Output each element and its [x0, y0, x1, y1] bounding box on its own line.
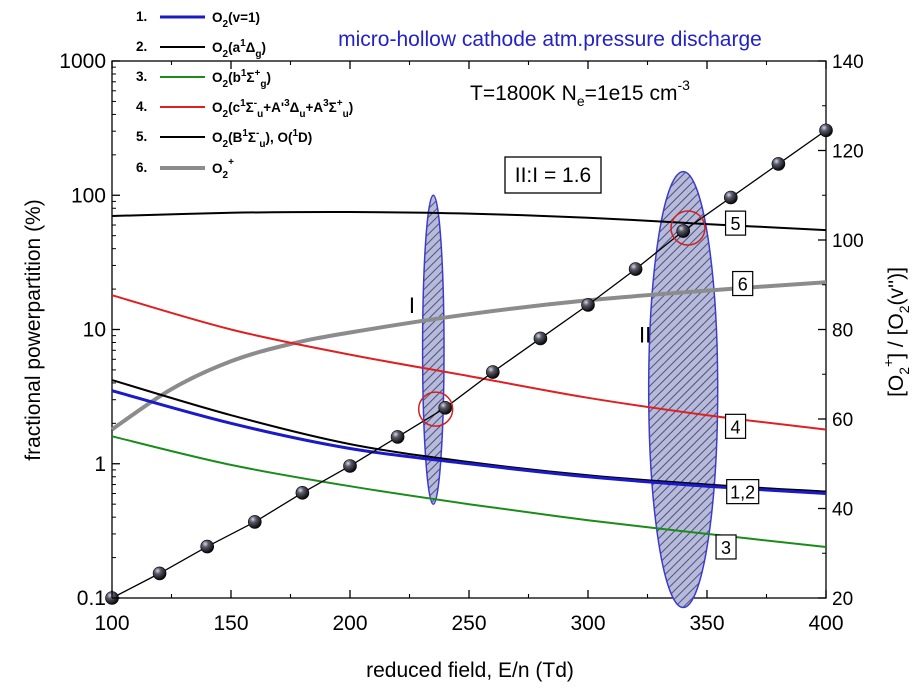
x-axis-title: reduced field, E/n (Td): [366, 659, 574, 682]
curve-label-lbl12: 1,2: [726, 479, 760, 505]
legend-num-3: 3.: [136, 69, 147, 84]
ratio-point-6: [390, 430, 405, 444]
y-left-axis-title: fractional powerpartition (%): [22, 199, 45, 460]
curve-label-box-lbl3: [715, 534, 737, 560]
ratio-box: [504, 156, 602, 194]
legend-item-5: 5. O2(B1Σ-u), O(1D): [136, 128, 312, 150]
curve-label-box-lbl5: [724, 210, 747, 236]
curve-label-text-lbl5: 5: [731, 214, 741, 234]
conditions-sub: e: [577, 93, 585, 109]
ratio-point-15: [819, 123, 833, 138]
legend-item-4: 4. O2(c1Σ-u+A'3Δu+A3Σ+u): [136, 98, 353, 120]
ratio-point-7: [438, 401, 453, 415]
chart-title: micro-hollow cathode atm.pressure discha…: [338, 28, 762, 51]
ratio-line: [111, 129, 827, 599]
legend-label-3: O2(b1Σ+g): [212, 68, 271, 90]
legend-item-6: 6. O2+: [136, 157, 234, 181]
legend-label-1: O2(v=1): [212, 10, 260, 30]
x-tick-label-1: 150: [213, 612, 248, 635]
y-left-tick-label-4: 1000: [59, 50, 106, 73]
legend-num-1: 1.: [136, 9, 147, 24]
y-right-tick-label-5: 120: [832, 142, 864, 163]
legend-num-4: 4.: [136, 99, 147, 114]
ratio-point-11: [628, 262, 643, 276]
y-right-tick-label-2: 60: [832, 410, 853, 431]
curve-label-lbl4: 4: [724, 413, 747, 439]
y-right-tick-label-0: 20: [832, 589, 853, 610]
y-right-tick-label-4: 100: [832, 231, 864, 252]
y-left-tick-label-1: 1: [94, 453, 106, 476]
curve-label-box-lbl4: [724, 413, 747, 439]
series-line-s3: [111, 435, 827, 548]
ratio-point-13: [723, 190, 738, 205]
x-tick-label-0: 100: [94, 612, 129, 635]
legend-label-4: O2(c1Σ-u+A'3Δu+A3Σ+u): [212, 98, 353, 120]
legend-label-2: O2(a1Δg): [212, 38, 266, 60]
x-tick-label-2: 200: [332, 612, 367, 635]
conditions-prefix: T=1800K N: [470, 82, 577, 105]
legend-num-5: 5.: [136, 129, 147, 144]
curve-label-box-lbl6: [732, 270, 754, 297]
region-II: [647, 170, 719, 609]
ratio-point-5: [343, 459, 357, 473]
y-left-tick-label-3: 100: [71, 184, 106, 207]
curve-label-lbl5: 5: [724, 210, 747, 236]
ratio-point-12: [676, 224, 691, 238]
region-I: [421, 194, 445, 505]
highlight-circle-2: [670, 210, 706, 246]
highlight-circle-1: [417, 391, 454, 427]
ratio-point-2: [200, 539, 214, 554]
ratio-point-9: [533, 331, 548, 346]
ratio-point-4: [295, 486, 310, 500]
y-right-tick-label-3: 80: [832, 321, 853, 342]
curve-label-text-lbl3: 3: [721, 538, 731, 558]
series-line-s5b: [111, 379, 827, 493]
legend-num-6: 6.: [136, 160, 147, 175]
series-line-s2: [111, 389, 827, 494]
x-tick-label-3: 250: [451, 612, 486, 635]
legend-label-5: O2(B1Σ-u), O(1D): [212, 128, 312, 150]
x-tick-label-6: 400: [808, 612, 843, 635]
y-left-tick-label-2: 10: [83, 319, 106, 342]
legend-label-6: O2+: [212, 157, 234, 181]
legend: 1. O2(v=1) 2. O2(a1Δg) 3. O2(b1Σ+g) 4. O…: [136, 9, 353, 181]
y-right-tick-label-6: 140: [832, 52, 864, 73]
ratio-point-14: [771, 157, 786, 171]
legend-item-2: 2. O2(a1Δg): [136, 38, 266, 60]
x-tick-label-4: 300: [570, 612, 605, 635]
series-line-s6: [110, 280, 827, 432]
ratio-point-10: [581, 298, 595, 312]
y-right-axis-title: [O2+] / [O2(v'')]: [880, 267, 912, 397]
legend-item-1: 1. O2(v=1): [136, 9, 260, 30]
conditions-text: T=1800K Ne=1e15 cm-3: [470, 77, 690, 109]
ratio-box-text: II:I = 1.6: [515, 164, 591, 187]
region-II-label: II: [639, 323, 651, 348]
series-line-s5a: [111, 210, 827, 232]
ratio-point-8: [485, 365, 500, 379]
conditions-mid: =1e15 cm: [585, 82, 678, 105]
legend-num-2: 2.: [136, 39, 147, 54]
ratio-point-3: [248, 515, 262, 529]
x-tick-label-5: 350: [689, 612, 724, 635]
curve-label-text-lbl4: 4: [731, 417, 741, 437]
curve-label-text-lbl6: 6: [738, 275, 748, 295]
curve-label-lbl6: 6: [732, 270, 754, 297]
y-right-tick-label-1: 40: [832, 500, 853, 521]
series-line-s1: [111, 389, 827, 495]
series-line-s4: [111, 294, 827, 431]
conditions-sup: -3: [677, 77, 690, 93]
region-I-label: I: [409, 293, 415, 318]
curve-label-box-lbl12: [726, 479, 760, 505]
y-left-tick-label-0: 0.1: [77, 587, 106, 610]
curve-label-lbl3: 3: [715, 534, 737, 560]
ratio-point-1: [152, 566, 167, 581]
legend-item-3: 3. O2(b1Σ+g): [136, 68, 271, 90]
curve-label-text-lbl12: 1,2: [730, 483, 755, 503]
